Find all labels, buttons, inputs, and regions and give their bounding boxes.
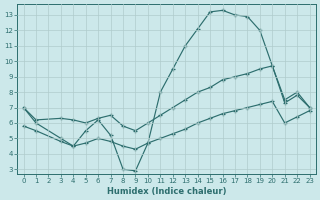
X-axis label: Humidex (Indice chaleur): Humidex (Indice chaleur)	[107, 187, 226, 196]
